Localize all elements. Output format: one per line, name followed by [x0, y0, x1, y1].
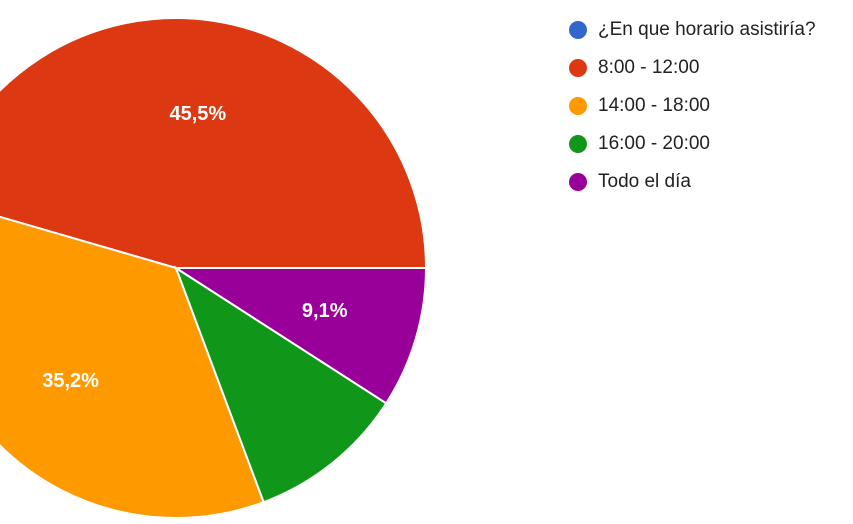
pie-slice-1	[0, 17, 428, 269]
legend-label-3: 16:00 - 20:00	[598, 133, 710, 154]
legend-marker-4	[569, 173, 587, 191]
legend-marker-0	[569, 21, 587, 39]
legend-label-2: 14:00 - 18:00	[598, 95, 710, 116]
slice-label-4: 9,1%	[302, 300, 348, 322]
pie-slice-3	[174, 265, 388, 504]
pie-slice-4	[172, 267, 428, 405]
slice-labels: 45,5% 35,2% 9,1%	[42, 103, 347, 392]
pie-slice-2	[0, 215, 265, 519]
slice-label-2: 35,2%	[42, 370, 99, 392]
legend-label-0: ¿En que horario asistiría?	[598, 19, 816, 40]
legend-label-4: Todo el día	[598, 171, 691, 192]
legend-marker-1	[569, 59, 587, 77]
legend-label-1: 8:00 - 12:00	[598, 57, 699, 78]
legend: ¿En que horario asistiría? 8:00 - 12:00 14…	[569, 19, 816, 192]
legend-marker-2	[569, 97, 587, 115]
legend-marker-3	[569, 135, 587, 153]
slice-label-1: 45,5%	[169, 103, 226, 125]
pie-slices	[0, 17, 428, 519]
